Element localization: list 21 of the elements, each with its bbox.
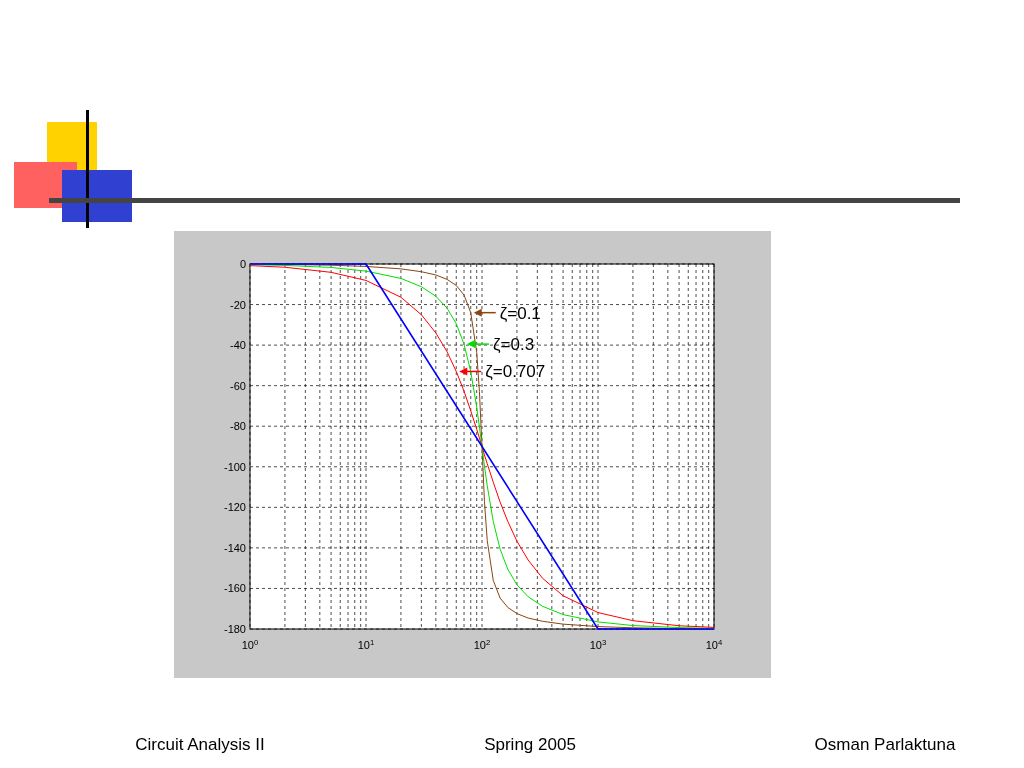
y-tick-label: -20 xyxy=(230,298,246,311)
text: Circuit Analysis II xyxy=(135,735,265,754)
y-tick-label: -120 xyxy=(223,501,246,514)
y-tick-label: -80 xyxy=(230,420,246,433)
x-tick-label: 10$^{1}$ xyxy=(357,637,375,651)
y-tick-label: -60 xyxy=(230,379,246,392)
text: Osman Parlaktuna xyxy=(814,735,956,754)
x-tick-label: 10$^{4}$ xyxy=(705,637,723,651)
y-tick-label: -100 xyxy=(223,460,246,473)
legend-label: ζ=0.707 xyxy=(485,362,546,382)
y-tick-label: -140 xyxy=(223,541,246,554)
y-tick-label: -160 xyxy=(223,582,246,595)
y-tick-label: -40 xyxy=(230,339,246,352)
x-tick-label: 10$^{3}$ xyxy=(589,637,607,651)
y-tick-label: -180 xyxy=(223,623,246,635)
y-tick-label: 0 xyxy=(239,258,246,270)
text: Spring 2005 xyxy=(484,735,576,754)
legend-label: ζ=0.3 xyxy=(493,335,535,355)
x-tick-label: 10$^{0}$ xyxy=(241,637,259,651)
x-tick-label: 10$^{2}$ xyxy=(473,637,491,651)
legend-label: ζ=0.1 xyxy=(499,303,541,323)
